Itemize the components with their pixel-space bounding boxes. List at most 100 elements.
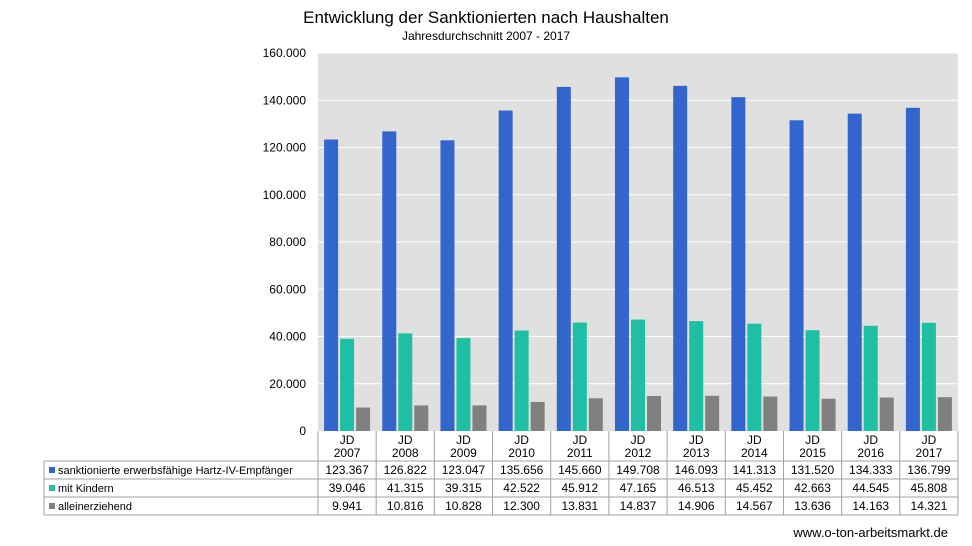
bar <box>615 77 629 431</box>
source-url: www.o-ton-arbeitsmarkt.de <box>793 525 948 540</box>
y-tick-label: 140.000 <box>263 93 307 107</box>
bar <box>498 110 513 432</box>
data-table-value: 10.816 <box>387 499 424 513</box>
data-table-value: 146.093 <box>674 463 718 477</box>
category-label: 2007 <box>334 446 361 460</box>
data-table-value: 135.656 <box>500 463 544 477</box>
data-table-value: 42.663 <box>794 481 831 495</box>
category-label: JD <box>456 433 471 447</box>
bar <box>747 323 762 431</box>
bar <box>673 85 688 431</box>
data-table-value: 136.799 <box>907 463 951 477</box>
bar <box>789 120 804 431</box>
legend-label: alleinerziehend <box>58 501 132 513</box>
y-tick-label: 60.000 <box>269 282 306 296</box>
data-table-value: 126.822 <box>384 463 428 477</box>
data-table-value: 39.046 <box>329 481 366 495</box>
data-table-value: 45.912 <box>561 481 598 495</box>
data-table-value: 145.660 <box>558 463 602 477</box>
data-table-value: 45.808 <box>911 481 948 495</box>
data-table-value: 14.906 <box>678 499 715 513</box>
legend-label: sanktionierte erwerbsfähige Hartz-IV-Emp… <box>58 465 293 477</box>
data-table-value: 10.828 <box>445 499 482 513</box>
data-table-value: 42.522 <box>503 481 540 495</box>
y-tick-label: 20.000 <box>269 377 306 391</box>
data-table-value: 134.333 <box>849 463 893 477</box>
bar <box>472 405 487 431</box>
data-table-value: 13.831 <box>561 499 598 513</box>
bar <box>340 338 355 431</box>
legend-key <box>49 503 55 509</box>
data-table-value: 14.321 <box>911 499 948 513</box>
data-table-value: 45.452 <box>736 481 773 495</box>
category-label: 2012 <box>625 446 652 460</box>
category-label: 2008 <box>392 446 419 460</box>
y-tick-label: 120.000 <box>263 141 307 155</box>
bar <box>647 395 661 431</box>
bar <box>514 330 529 431</box>
legend-label: mit Kindern <box>58 483 114 495</box>
category-label: 2011 <box>567 446 593 460</box>
category-label: JD <box>631 433 646 447</box>
bar <box>414 405 429 431</box>
bar <box>631 319 645 431</box>
bar <box>588 398 603 431</box>
category-label: JD <box>747 433 762 447</box>
chart-title: Entwicklung der Sanktionierten nach Haus… <box>303 8 669 27</box>
bar <box>382 131 397 431</box>
category-label: 2014 <box>741 446 768 460</box>
data-table-value: 123.047 <box>442 463 486 477</box>
y-tick-label: 100.000 <box>263 188 307 202</box>
legend-key <box>49 485 55 491</box>
bar <box>921 322 936 431</box>
chart-subtitle: Jahresdurchschnitt 2007 - 2017 <box>401 29 571 43</box>
data-table-value: 14.567 <box>736 499 773 513</box>
bar <box>689 321 704 431</box>
bar <box>556 86 571 432</box>
category-label: JD <box>805 433 820 447</box>
data-table-value: 131.520 <box>791 463 835 477</box>
data-table-value: 47.165 <box>620 481 657 495</box>
bar <box>456 338 471 431</box>
y-tick-label: 160.000 <box>263 46 307 60</box>
bar <box>398 333 413 431</box>
bar <box>863 325 878 431</box>
data-table-value: 46.513 <box>678 481 715 495</box>
data-table-value: 123.367 <box>325 463 369 477</box>
bar <box>937 397 952 431</box>
y-tick-label: 80.000 <box>269 235 306 249</box>
bar <box>905 107 920 431</box>
bar <box>763 396 778 431</box>
y-tick-label: 0 <box>299 424 306 438</box>
y-tick-label: 40.000 <box>269 330 306 344</box>
bar <box>572 322 587 431</box>
category-label: JD <box>398 433 413 447</box>
data-table-value: 12.300 <box>503 499 540 513</box>
bar <box>705 395 720 431</box>
data-table-value: 44.545 <box>852 481 889 495</box>
bar <box>731 97 746 431</box>
data-table-value: 9.941 <box>332 499 362 513</box>
data-table-value: 149.708 <box>616 463 660 477</box>
bar <box>821 398 836 431</box>
category-label: 2015 <box>799 446 826 460</box>
category-label: 2009 <box>450 446 477 460</box>
category-label: JD <box>922 433 937 447</box>
category-label: JD <box>340 433 355 447</box>
category-label: JD <box>689 433 704 447</box>
data-table-value: 14.837 <box>620 499 657 513</box>
data-table-value: 41.315 <box>387 481 424 495</box>
category-label: 2016 <box>857 446 884 460</box>
bar <box>440 140 455 432</box>
bar <box>324 139 339 431</box>
category-label: JD <box>514 433 529 447</box>
bar <box>356 407 371 431</box>
category-label: 2010 <box>508 446 535 460</box>
data-table-value: 141.313 <box>733 463 777 477</box>
category-label: 2013 <box>683 446 710 460</box>
category-label: JD <box>863 433 878 447</box>
bar <box>847 113 862 431</box>
category-label: 2017 <box>916 446 943 460</box>
legend-key <box>49 467 55 473</box>
